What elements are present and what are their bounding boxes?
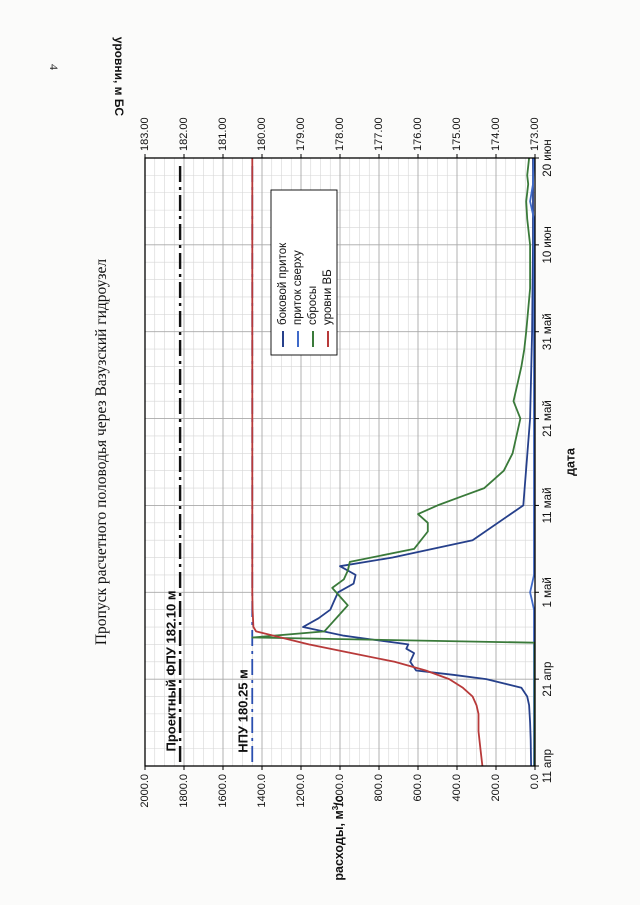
x-axis-title: дата <box>563 447 577 476</box>
x-tick-label: 21 май <box>542 400 554 437</box>
y2-tick-label: 179.00 <box>295 117 307 151</box>
x-tick-label: 11 май <box>542 487 554 523</box>
chart: Проектный ФПУ 182.10 м НПУ 180.25 м 0.0 200… <box>112 37 577 881</box>
legend-label-lateral: боковой приток <box>277 242 289 325</box>
legend-label-discharge: сбросы <box>307 286 319 325</box>
y2-tick-label: 173.00 <box>529 117 541 151</box>
x-tick-label: 1 май <box>542 577 554 607</box>
y-axis-title: расходы, м3/с <box>331 795 346 880</box>
x-tick-label: 11 апр <box>542 749 554 783</box>
y2-tick-label: 177.00 <box>373 117 385 151</box>
series-line-lateral <box>302 158 534 767</box>
y2-tick-label: 183.00 <box>139 117 151 151</box>
x-tick-label: 31 май <box>542 313 554 350</box>
legend-label-levels: уровни ВБ <box>322 269 334 325</box>
y-tick-label: 1600.0 <box>217 774 229 808</box>
series-line-upper <box>529 157 535 766</box>
y2-tick-label: 174.00 <box>490 117 502 151</box>
y2-tick-label: 182.00 <box>178 117 190 151</box>
y-tick-label: 1400.0 <box>256 774 268 808</box>
page-title: Пропуск расчетного половодья через Вазуз… <box>93 259 110 646</box>
y2-tick-label: 181.00 <box>217 117 229 151</box>
y-tick-label: 0.0 <box>529 774 541 789</box>
legend-label-upper: приток сверху <box>292 250 304 325</box>
y-tick-label: 1200.0 <box>295 774 307 808</box>
y-tick-label: 2000.0 <box>139 774 151 808</box>
x-tick-label: 10 июн <box>542 226 554 263</box>
y-tick-label: 1000.0 <box>334 774 346 808</box>
reference-label-npu: НПУ 180.25 м <box>236 669 251 752</box>
reference-label-fpu: Проектный ФПУ 182.10 м <box>164 590 179 751</box>
series-line-discharge <box>251 157 536 766</box>
y2-tick-label: 175.00 <box>451 117 463 151</box>
y-tick-label: 1800.0 <box>178 774 190 808</box>
y-tick-label: 400.0 <box>451 774 463 802</box>
x-tick-label: 20 июн <box>542 139 554 176</box>
page-number: 4 <box>47 64 61 70</box>
y-tick-label: 600.0 <box>412 774 424 802</box>
legend-box <box>270 189 338 356</box>
series-line-levels <box>251 158 484 767</box>
y2-tick-label: 178.00 <box>334 117 346 151</box>
y-tick-label: 200.0 <box>490 774 502 802</box>
y2-tick-label: 176.00 <box>412 117 424 151</box>
y2-tick-label: 180.00 <box>256 117 268 151</box>
y2-axis-title: уровни, м БС <box>112 37 126 117</box>
y-tick-label: 800.0 <box>373 774 385 802</box>
x-tick-label: 21 апр <box>542 662 554 697</box>
